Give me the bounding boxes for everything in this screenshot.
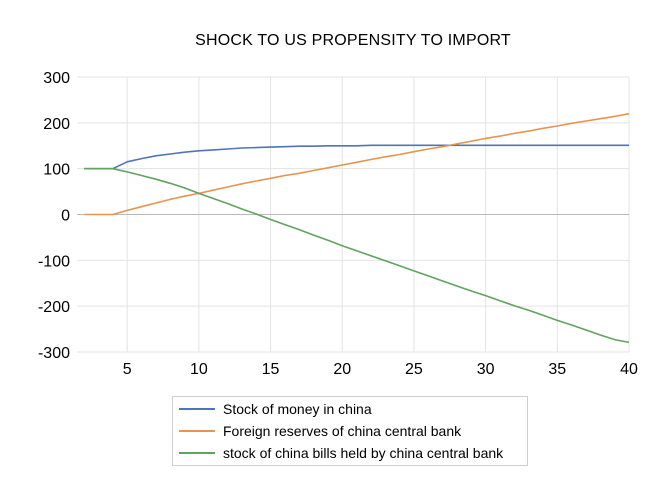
legend-swatch-money [179, 408, 215, 410]
series-line-2 [84, 112, 630, 216]
legend-label-bills: stock of china bills held by china centr… [223, 445, 504, 461]
legend: Stock of money in china Foreign reserves… [172, 396, 528, 466]
y-tick-label: 0 [61, 208, 70, 225]
y-axis-ticks: 300 200 100 0 -100 -200 -300 [38, 70, 70, 362]
y-tick-label: 100 [43, 162, 70, 179]
x-tick-label: 30 [477, 361, 495, 378]
legend-label-money: Stock of money in china [223, 401, 372, 417]
series-lines [84, 112, 630, 344]
x-axis-ticks: 5 10 15 20 25 30 35 40 [123, 361, 638, 378]
legend-swatch-bills [179, 452, 215, 454]
legend-item-reserves: Foreign reserves of china central bank [179, 421, 461, 441]
y-tick-label: -300 [38, 345, 70, 362]
x-tick-label: 40 [620, 361, 638, 378]
series-line-3 [84, 167, 630, 344]
legend-label-reserves: Foreign reserves of china central bank [223, 423, 462, 439]
legend-item-money: Stock of money in china [179, 399, 372, 419]
y-tick-label: -100 [38, 253, 70, 270]
y-tick-label: 200 [43, 116, 70, 133]
legend-item-bills: stock of china bills held by china centr… [179, 443, 503, 463]
chart-title: SHOCK TO US PROPENSITY TO IMPORT [195, 32, 511, 49]
series-line-1 [84, 144, 629, 170]
legend-swatch-reserves [179, 430, 215, 432]
x-tick-label: 15 [262, 361, 280, 378]
x-tick-label: 5 [123, 361, 132, 378]
x-tick-label: 25 [405, 361, 423, 378]
y-tick-label: -200 [38, 299, 70, 316]
y-tick-label: 300 [43, 70, 70, 87]
x-tick-label: 35 [548, 361, 566, 378]
x-tick-label: 20 [333, 361, 351, 378]
x-tick-label: 10 [190, 361, 208, 378]
